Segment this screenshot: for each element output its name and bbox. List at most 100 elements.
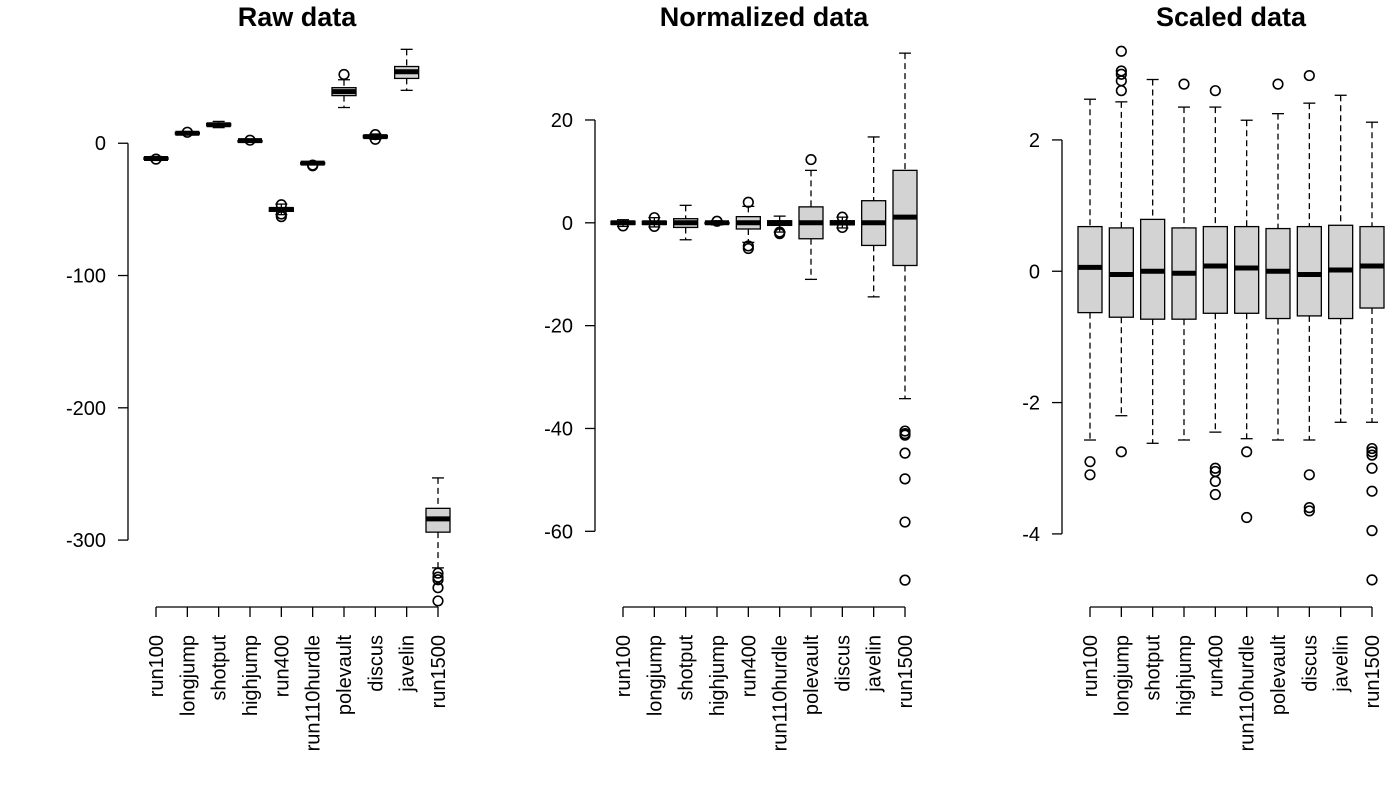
- outlier-point: [711, 215, 723, 227]
- y-tick-label: 0: [95, 133, 106, 155]
- category-label: javelin: [397, 635, 419, 693]
- outlier-point: [369, 129, 381, 141]
- y-tick-label: 2: [1029, 130, 1040, 152]
- outlier-point: [1115, 85, 1127, 97]
- x-axis: run100 longjump shotput highjump run400 run11…: [613, 606, 917, 751]
- y-axis: 20 0 -20 -40 -60: [544, 110, 596, 543]
- panel-title: Raw data: [238, 2, 358, 32]
- outlier-point: [1366, 525, 1378, 537]
- panel-scaled-data: Scaled data 2 0 -2 -4 run100 longjump shotput h…: [1022, 2, 1385, 751]
- box-run100: [1077, 98, 1103, 481]
- category-label: shotput: [209, 635, 231, 701]
- outlier-point: [1115, 68, 1127, 80]
- panel-title: Normalized data: [660, 2, 870, 32]
- outlier-point: [307, 160, 319, 172]
- box-longjump: [174, 126, 200, 138]
- category-label: javelin: [1331, 635, 1353, 693]
- outlier-point: [1115, 45, 1127, 57]
- y-axis: 2 0 -2 -4: [1022, 130, 1063, 546]
- x-axis: run100 longjump shotput highjump run400 run11…: [1080, 606, 1384, 751]
- box-run1500: [892, 52, 918, 586]
- category-label: highjump: [707, 635, 729, 716]
- category-label: run100: [146, 635, 168, 697]
- y-tick-label: 0: [562, 213, 573, 235]
- category-label: run100: [1080, 635, 1102, 697]
- outlier-point: [432, 582, 444, 594]
- outlier-point: [899, 516, 911, 528]
- category-label: longjump: [1111, 635, 1133, 716]
- box-run100: [143, 153, 169, 165]
- outlier-point: [150, 153, 162, 165]
- outlier-point: [836, 221, 848, 234]
- outlier-point: [899, 473, 911, 485]
- y-tick-label: -2: [1022, 393, 1040, 415]
- category-label: discus: [365, 635, 387, 692]
- y-tick-label: 20: [551, 110, 573, 132]
- category-label: run110hurdle: [303, 635, 325, 751]
- category-label: shotput: [1143, 635, 1165, 701]
- box-highjump: [704, 215, 730, 227]
- category-label: longjump: [644, 635, 666, 716]
- category-label: polevault: [1268, 635, 1290, 716]
- outlier-point: [899, 429, 911, 441]
- outlier-point: [432, 567, 444, 579]
- outlier-point: [1366, 574, 1378, 586]
- panel-raw-data: Raw data 0 -100 -200 -300 run100 longjump shot…: [66, 2, 451, 751]
- box-run400: [735, 196, 761, 255]
- y-tick-label: 0: [1029, 261, 1040, 283]
- box-run110hurdle: [767, 215, 793, 240]
- category-label: run1500: [428, 635, 450, 708]
- outlier-point: [1272, 78, 1284, 90]
- outlier-point: [617, 220, 629, 232]
- outlier-point: [899, 574, 911, 586]
- box-run400: [1202, 85, 1228, 501]
- box-shotput: [673, 204, 699, 241]
- category-label: run110hurdle: [1237, 635, 1259, 751]
- y-tick-label: -200: [66, 398, 106, 420]
- box-discus: [829, 211, 855, 234]
- outlier-point: [1366, 462, 1378, 474]
- category-label: run1500: [895, 635, 917, 708]
- box-polevault: [1265, 78, 1291, 441]
- box-javelin: [394, 48, 420, 91]
- outlier-point: [181, 126, 193, 138]
- outlier-point: [1209, 85, 1221, 97]
- y-tick-label: -300: [66, 530, 106, 552]
- category-label: discus: [1299, 635, 1321, 692]
- outlier-point: [742, 196, 754, 208]
- outlier-point: [1366, 442, 1378, 455]
- category-label: javelin: [864, 635, 886, 693]
- outlier-point: [369, 133, 381, 145]
- box-run1500: [425, 477, 451, 607]
- category-label: longjump: [177, 635, 199, 716]
- outlier-point: [1115, 75, 1127, 87]
- box-javelin: [1328, 94, 1354, 423]
- outlier-point: [1115, 446, 1127, 458]
- outlier-point: [432, 595, 444, 607]
- outlier-point: [1303, 69, 1315, 82]
- outlier-point: [648, 212, 660, 224]
- category-label: run100: [613, 635, 635, 697]
- category-label: run400: [1205, 635, 1227, 697]
- outlier-point: [1366, 485, 1378, 497]
- outlier-point: [244, 134, 256, 146]
- outlier-point: [1303, 505, 1315, 517]
- box-javelin: [861, 136, 887, 298]
- y-tick-label: -60: [544, 521, 573, 543]
- panel-title: Scaled data: [1156, 2, 1307, 32]
- box-run110hurdle: [300, 159, 326, 172]
- category-label: run1500: [1362, 635, 1384, 708]
- panel-normalized-data: Normalized data 20 0 -20 -40 -60 run100 longju…: [544, 2, 918, 751]
- category-label: highjump: [240, 635, 262, 716]
- outlier-point: [1209, 462, 1221, 474]
- outlier-point: [648, 220, 660, 233]
- outlier-point: [1209, 475, 1221, 487]
- iqr-box: [1296, 225, 1322, 317]
- box-discus: [1296, 69, 1322, 517]
- outlier-point: [899, 447, 911, 459]
- box-polevault: [331, 68, 357, 109]
- category-label: highjump: [1174, 635, 1196, 716]
- outlier-point: [1366, 449, 1378, 461]
- box-run400: [268, 199, 294, 223]
